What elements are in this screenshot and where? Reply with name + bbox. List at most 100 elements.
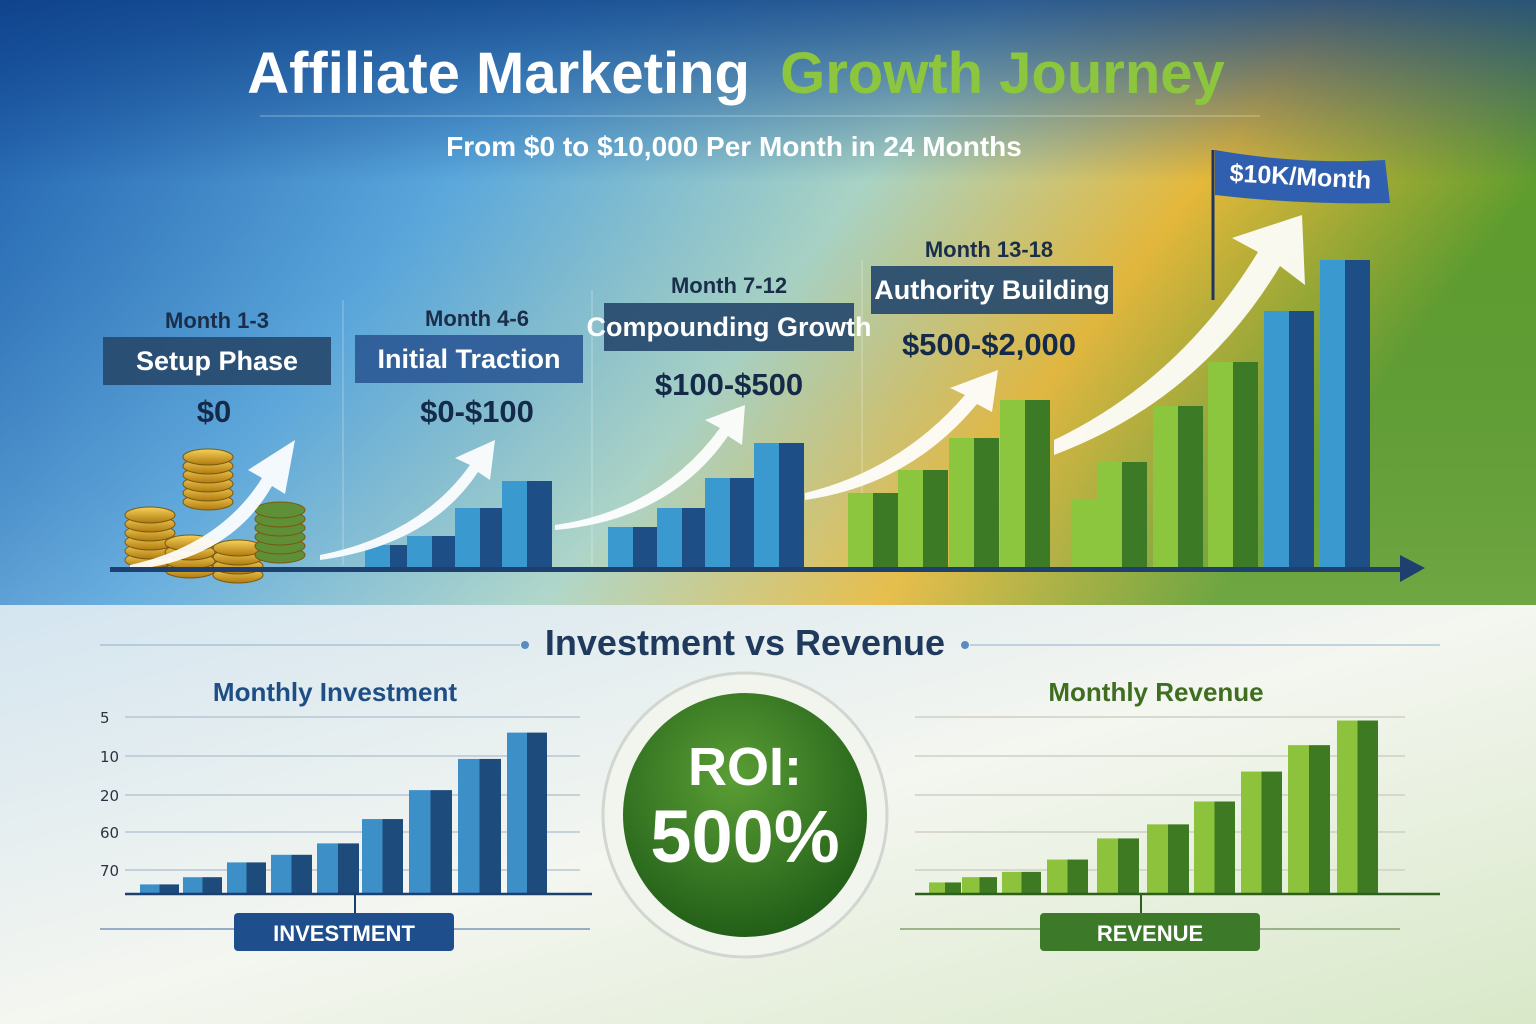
revenue-bar — [1147, 824, 1168, 893]
title-part-1: Affiliate Marketing — [247, 41, 750, 106]
subtitle: From $0 to $10,000 Per Month in 24 Month… — [446, 131, 1022, 162]
arrow-up-icon — [1054, 215, 1305, 455]
investment-bar — [271, 854, 292, 894]
y-tick-label: 60 — [100, 824, 119, 842]
title-part-2: Growth Journey — [780, 41, 1225, 106]
phase-income: $500-$2,000 — [902, 327, 1076, 362]
investment-bar-shade — [382, 819, 403, 894]
growth-bar-shade — [1178, 406, 1203, 567]
growth-bar — [1208, 362, 1233, 567]
investment-label-button[interactable] — [234, 913, 454, 951]
revenue-bar — [962, 877, 980, 893]
phase-name: Compounding Growth — [587, 312, 872, 342]
coin — [124, 506, 176, 524]
phase-name: Setup Phase — [136, 346, 298, 376]
revenue-bar — [929, 882, 945, 893]
revenue-chart-title: Monthly Revenue — [1048, 677, 1263, 707]
investment-bar-shade — [159, 884, 179, 894]
investment-bar — [458, 758, 480, 894]
phase-2: Month 4-6 Initial Traction $0-$100 — [355, 306, 583, 429]
y-tick-label: 20 — [100, 787, 119, 805]
arrow-up-icon — [130, 440, 295, 570]
phase-3: Month 7-12 Compounding Growth $100-$500 — [587, 273, 872, 402]
growth-bar — [898, 470, 923, 567]
y-tick-label: 70 — [100, 862, 119, 880]
revenue-bar-shade — [1021, 871, 1041, 893]
divider-dot — [521, 641, 529, 649]
investment-label: INVESTMENT — [273, 921, 415, 946]
revenue-bar-shade — [1357, 720, 1378, 893]
phase-name: Authority Building — [874, 275, 1109, 305]
arrow-up-icon — [555, 405, 745, 530]
revenue-bar-shade — [1118, 838, 1139, 893]
investment-bar — [183, 877, 203, 894]
revenue-bar — [1241, 771, 1262, 893]
page-title: Affiliate Marketing Growth Journey — [247, 41, 1225, 106]
revenue-bar — [1047, 859, 1068, 893]
revenue-bar-shade — [945, 882, 961, 893]
growth-bar-shade — [682, 508, 707, 567]
phase-name-banner — [103, 337, 331, 385]
roi-value: 500% — [650, 795, 839, 878]
growth-bar — [407, 536, 432, 567]
growth-bar-shade — [1233, 362, 1258, 567]
growth-bar-shade — [873, 493, 898, 567]
growth-bar — [848, 493, 873, 567]
goal-flag — [1215, 150, 1390, 204]
growth-bar — [455, 508, 480, 567]
phase-4: Month 13-18 Authority Building $500-$2,000 — [871, 237, 1113, 362]
growth-bar-shade — [730, 478, 755, 567]
growth-bar-shade — [1289, 311, 1314, 567]
growth-bar-shade — [480, 508, 505, 567]
growth-bar — [1000, 400, 1025, 567]
growth-bar — [502, 481, 527, 567]
coin — [254, 501, 306, 519]
investment-chart-title: Monthly Investment — [213, 677, 457, 707]
growth-arrows — [130, 215, 1305, 570]
investment-bar — [227, 862, 247, 894]
investment-bar — [409, 790, 431, 894]
revenue-bar — [1288, 745, 1309, 893]
growth-bar-shade — [1025, 400, 1050, 567]
revenue-bar — [1194, 801, 1215, 893]
comparison-title: Investment vs Revenue — [545, 622, 945, 663]
growth-bar — [705, 478, 730, 567]
growth-bar — [754, 443, 779, 567]
revenue-bar-shade — [1214, 801, 1235, 893]
investment-bar-shade — [479, 758, 501, 894]
phase-income: $0 — [197, 394, 231, 429]
investment-bar — [362, 819, 383, 894]
phase-months: Month 13-18 — [925, 237, 1053, 262]
investment-bar — [140, 884, 160, 894]
phase-name-banner — [604, 303, 854, 351]
arrow-up-icon — [320, 440, 495, 560]
investment-bar — [507, 732, 527, 894]
investment-bar-shade — [291, 854, 312, 894]
revenue-bar — [1002, 871, 1022, 893]
y-tick-label: 5 — [100, 709, 110, 727]
arrow-up-icon — [805, 370, 998, 500]
growth-bar-shade — [1122, 462, 1147, 567]
phase-name-banner — [871, 266, 1113, 314]
revenue-bar-shade — [1309, 745, 1330, 893]
investment-bar-shade — [338, 843, 359, 894]
investment-bar-shade — [430, 790, 452, 894]
investment-chart: 70 60 20 10 5 — [100, 709, 592, 913]
growth-bar — [949, 438, 974, 567]
growth-bar-shade — [1345, 260, 1370, 567]
investment-bar-shade — [202, 877, 222, 894]
phase-name: Initial Traction — [377, 344, 560, 374]
revenue-bar — [1097, 838, 1118, 893]
growth-bar-shade — [633, 527, 658, 567]
growth-bar — [608, 527, 633, 567]
phase-months: Month 1-3 — [165, 308, 269, 333]
growth-bar — [1320, 260, 1345, 567]
revenue-label-button[interactable] — [1040, 913, 1260, 951]
coin — [182, 448, 234, 466]
timeline-axis-arrow — [110, 555, 1425, 582]
roi-badge — [623, 693, 867, 937]
growth-bar-shade — [779, 443, 804, 567]
revenue-bar-shade — [1067, 859, 1088, 893]
growth-bar — [1072, 499, 1097, 567]
